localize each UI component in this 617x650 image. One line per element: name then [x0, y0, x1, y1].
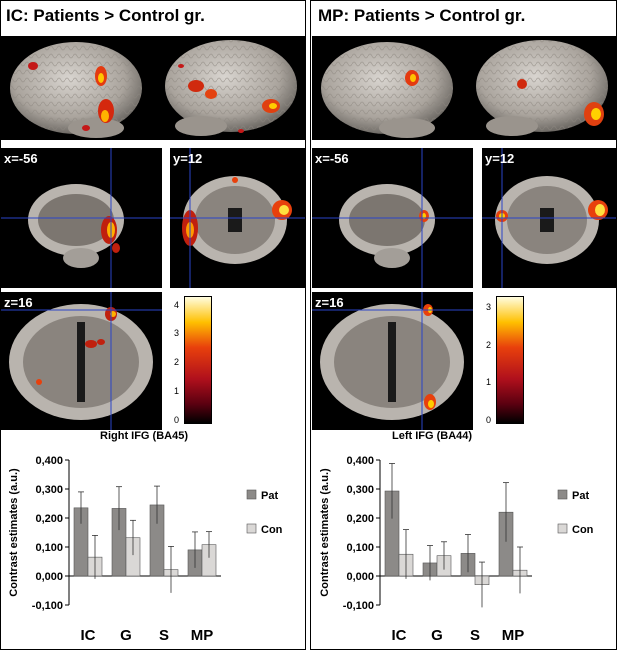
- y-axis-label: Contrast estimates (a.u.): [319, 468, 331, 597]
- legend-swatch-pat: [246, 489, 257, 500]
- legend-swatch-con: [246, 523, 257, 534]
- right-chart-title: Left IFG (BA44): [392, 430, 473, 442]
- right-panel-title: MP: Patients > Control gr.: [318, 6, 526, 25]
- x-category-label: IC: [392, 627, 407, 644]
- y-tick-label: -0,100: [32, 600, 63, 612]
- y-tick-label: 0,000: [346, 571, 374, 583]
- x-category-label: S: [470, 627, 480, 644]
- right-sagittal-svg: [312, 148, 473, 288]
- x-category-label: MP: [502, 627, 525, 644]
- y-tick-label: 0,100: [35, 542, 63, 554]
- left-bar-chart: 0,400 0,300 0,200 0,100 0,000 -0,100 Contrast …: [8, 455, 283, 644]
- right-axial-svg: [312, 292, 473, 430]
- right-colorbar: [496, 296, 524, 424]
- left-axial-label: z=16: [4, 295, 33, 310]
- right-axial-label: z=16: [315, 295, 344, 310]
- right-medial-brain-render: [476, 40, 608, 136]
- y-tick-label: 0,400: [35, 455, 63, 467]
- left-chart-title: Right IFG (BA45): [100, 430, 188, 442]
- left-sagittal-svg: [1, 148, 162, 288]
- left-3d-render-svg: [10, 40, 297, 138]
- right-coronal-svg: [482, 148, 616, 288]
- legend-swatch-pat: [557, 489, 568, 500]
- legend-swatch-con: [557, 523, 568, 534]
- y-tick-label: 0,200: [346, 513, 374, 525]
- x-category-label: G: [120, 627, 132, 644]
- x-category-label: S: [159, 627, 169, 644]
- right-colorbar-tick: 2: [486, 339, 492, 350]
- left-colorbar-tick: 0: [174, 415, 180, 425]
- y-tick-label: 0,200: [35, 513, 63, 525]
- y-tick-label: 0,300: [346, 484, 374, 496]
- left-coronal-slice: y=12: [170, 148, 305, 288]
- legend-label-pat: Pat: [261, 490, 278, 502]
- right-sagittal-slice: x=-56: [312, 148, 473, 288]
- right-sagittal-label: x=-56: [315, 151, 349, 166]
- x-category-label: MP: [191, 627, 214, 644]
- left-colorbar-tick: 2: [174, 357, 180, 368]
- legend-label-pat: Pat: [572, 490, 589, 502]
- x-category-label: G: [431, 627, 443, 644]
- right-lateral-brain-render: [321, 42, 453, 138]
- y-tick-label: 0,400: [346, 455, 374, 467]
- y-tick-label: 0,000: [35, 571, 63, 583]
- y-tick-label: 0,100: [346, 542, 374, 554]
- left-sagittal-slice: x=-56: [1, 148, 162, 288]
- right-coronal-slice: y=12: [482, 148, 616, 288]
- right-bar-chart: 0,400 0,300 0,200 0,100 0,000 -0,100 Contrast …: [319, 455, 594, 644]
- y-tick-label: 0,300: [35, 484, 63, 496]
- right-3d-render-strip: [312, 36, 616, 140]
- left-coronal-svg: [170, 148, 305, 288]
- y-tick-label: -0,100: [343, 600, 374, 612]
- legend-label-con: Con: [572, 524, 594, 536]
- right-colorbar-tick: 0: [486, 415, 492, 425]
- left-coronal-label: y=12: [173, 151, 203, 166]
- left-colorbar-tick: 4: [174, 299, 180, 310]
- right-coronal-label: y=12: [485, 151, 515, 166]
- left-panel-title: IC: Patients > Control gr.: [6, 6, 205, 25]
- right-axial-slice: z=16: [312, 292, 473, 430]
- left-colorbar-tick: 1: [174, 386, 180, 397]
- right-colorbar-tick: 1: [486, 377, 492, 388]
- right-3d-render-svg: [321, 40, 608, 138]
- left-lateral-brain-render: [10, 42, 142, 138]
- right-colorbar-tick: 3: [486, 302, 492, 313]
- left-colorbar-tick: 3: [174, 328, 180, 339]
- x-category-label: IC: [81, 627, 96, 644]
- left-3d-render-strip: [1, 36, 305, 140]
- left-sagittal-label: x=-56: [4, 151, 38, 166]
- y-axis-label: Contrast estimates (a.u.): [8, 468, 20, 597]
- left-axial-svg: [1, 292, 162, 430]
- left-axial-slice: z=16: [1, 292, 162, 430]
- left-medial-brain-render: [165, 40, 297, 136]
- legend-label-con: Con: [261, 524, 283, 536]
- left-colorbar: [184, 296, 212, 424]
